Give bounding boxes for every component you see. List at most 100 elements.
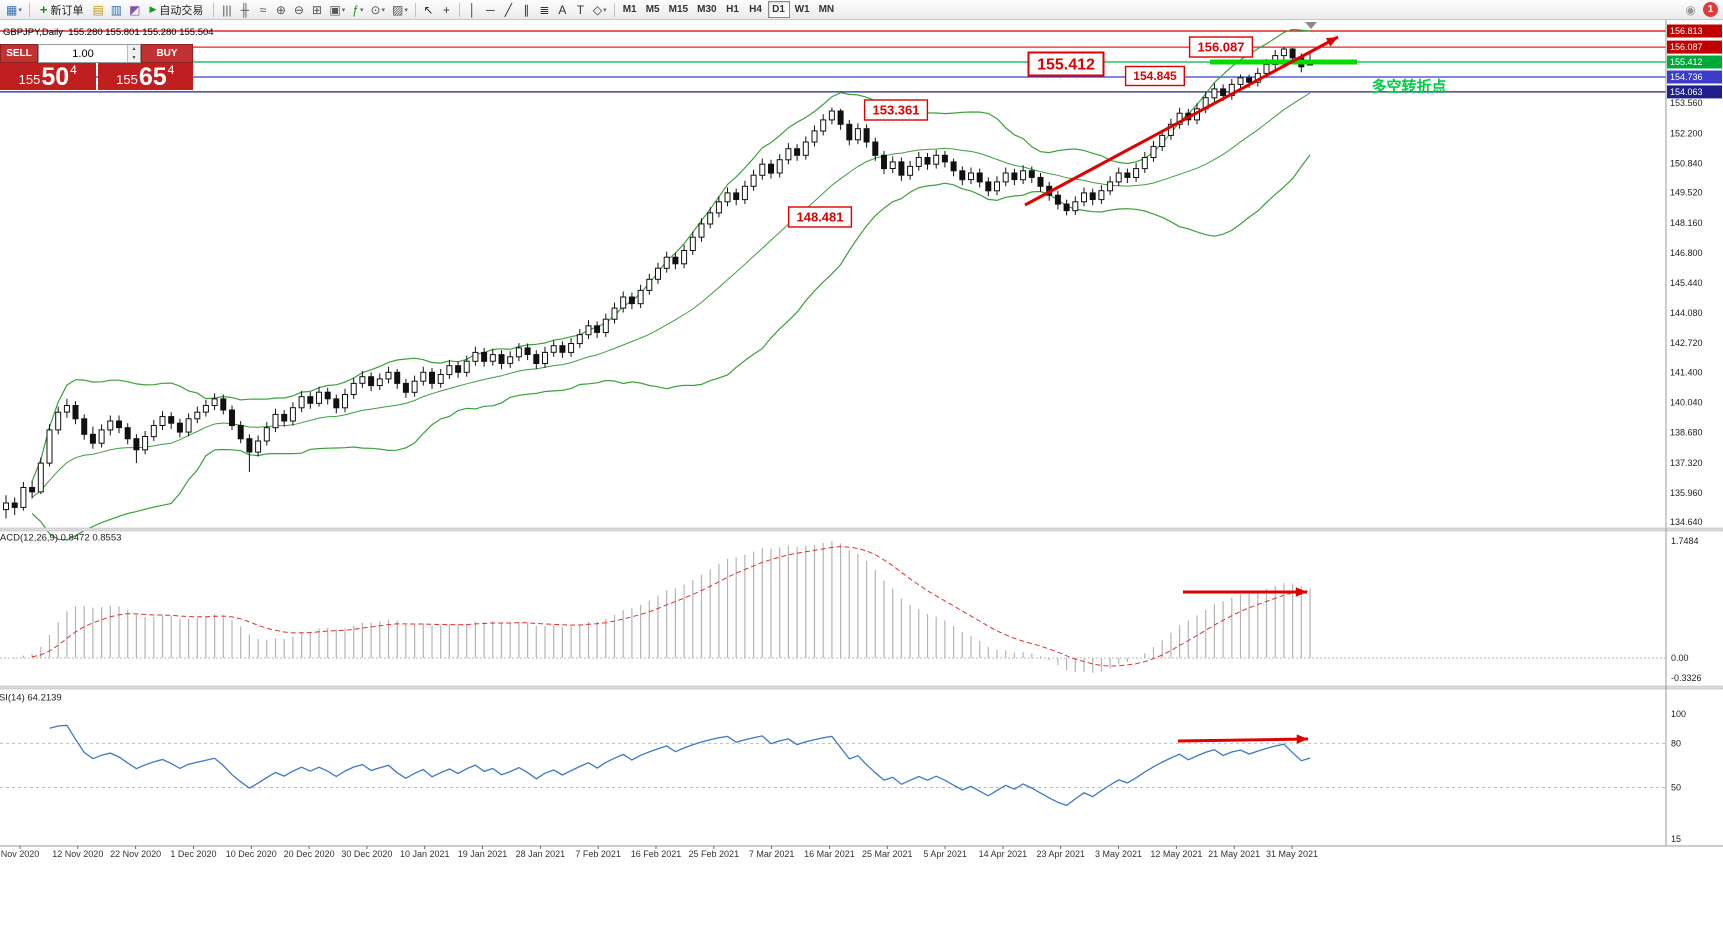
candle bbox=[55, 411, 62, 431]
candle bbox=[1176, 112, 1183, 125]
rsi-scale-label: 50 bbox=[1671, 783, 1681, 793]
vertical-line-icon[interactable]: │ bbox=[468, 2, 477, 17]
templates-icon[interactable]: ▨ ▾ bbox=[392, 2, 408, 17]
candle bbox=[620, 296, 627, 309]
price-label-156087[interactable]: 156.087 bbox=[1198, 40, 1245, 55]
text-label-icon[interactable]: T bbox=[576, 2, 585, 17]
candle bbox=[820, 119, 827, 132]
date-label: 31 May 2021 bbox=[1266, 849, 1318, 859]
buy-button[interactable]: BUY bbox=[141, 44, 193, 63]
fibonacci-icon[interactable]: ≣ bbox=[539, 2, 550, 17]
timeframe-w1[interactable]: W1 bbox=[791, 1, 814, 18]
candle bbox=[89, 433, 96, 444]
autotrading-button[interactable]: ▶ 自动交易 bbox=[143, 1, 209, 19]
shapes-icon[interactable]: ◇ ▾ bbox=[592, 2, 607, 17]
candle bbox=[1063, 203, 1070, 212]
text-icon[interactable]: A bbox=[558, 2, 567, 17]
timeframe-mn[interactable]: MN bbox=[815, 1, 839, 18]
macd-scale-label: 0.00 bbox=[1671, 653, 1689, 663]
charts-icon[interactable]: ▦ ▾ bbox=[6, 2, 22, 17]
candle bbox=[672, 256, 679, 265]
candle bbox=[133, 438, 140, 451]
candle bbox=[1263, 64, 1270, 74]
candle bbox=[837, 110, 844, 125]
indicators-icon[interactable]: ƒ ▾ bbox=[352, 2, 364, 17]
price-label-155412[interactable]: 155.412 bbox=[1037, 57, 1095, 74]
lot-increase-button[interactable]: ▲ bbox=[128, 45, 140, 54]
panel-separator[interactable] bbox=[0, 527, 1723, 532]
price-label-153361[interactable]: 153.361 bbox=[873, 103, 920, 118]
candle bbox=[1280, 48, 1287, 57]
community-icon[interactable]: ◉ bbox=[1685, 2, 1696, 17]
new-order-button[interactable]: + 新订单 bbox=[34, 1, 90, 19]
zoom-out-icon[interactable]: ⊖ bbox=[293, 2, 304, 17]
price-label-155412-box[interactable] bbox=[1027, 51, 1105, 77]
chart-shift-marker[interactable] bbox=[1305, 22, 1317, 29]
notification-badge[interactable]: 1 bbox=[1703, 2, 1718, 17]
sell-price[interactable]: 155 50 4 bbox=[0, 63, 96, 90]
cursor-icon[interactable]: ↖ bbox=[423, 2, 434, 17]
timeframe-h1[interactable]: H1 bbox=[722, 1, 744, 18]
price-label-153361-box[interactable] bbox=[863, 99, 929, 121]
candle bbox=[63, 405, 70, 413]
date-label: 12 Nov 2020 bbox=[52, 849, 103, 859]
price-scale-label: 142.720 bbox=[1670, 338, 1703, 348]
price-label-148481-box[interactable] bbox=[787, 206, 853, 228]
timeframe-m5[interactable]: M5 bbox=[642, 1, 664, 18]
price-label-148481[interactable]: 148.481 bbox=[797, 210, 844, 225]
navigator-icon[interactable]: ◩ bbox=[129, 2, 141, 17]
chart-canvas[interactable]: MACD(12,26,9) 0.8472 0.8553 1.7484 0.00 -0.… bbox=[0, 20, 1723, 945]
market-watch-icon[interactable]: ▤ bbox=[92, 2, 104, 17]
lot-decrease-button[interactable]: ▼ bbox=[128, 53, 140, 62]
timeframe-m1[interactable]: M1 bbox=[619, 1, 641, 18]
trend-arrow-main[interactable] bbox=[1024, 35, 1339, 207]
turning-point-note[interactable]: 多空转折点 bbox=[1371, 77, 1446, 95]
line-chart-icon[interactable]: ≈ bbox=[259, 2, 267, 17]
chart-background[interactable] bbox=[0, 20, 1723, 945]
equidistant-channel-icon[interactable]: ∥ bbox=[523, 2, 530, 17]
toolbar-group-panels: ▤ ▥ ◩ bbox=[89, 1, 143, 19]
price-label-156087-box[interactable] bbox=[1188, 36, 1254, 58]
candle bbox=[1020, 170, 1027, 181]
crosshair-icon[interactable]: + bbox=[442, 2, 450, 17]
periods-icon[interactable]: ⊙ ▾ bbox=[370, 2, 386, 17]
candle bbox=[46, 429, 53, 464]
timeframe-d1[interactable]: D1 bbox=[767, 1, 790, 18]
date-label: 10 Jan 2021 bbox=[400, 849, 450, 859]
sell-button[interactable]: SELL bbox=[0, 44, 38, 63]
price-scale-label: 137.320 bbox=[1670, 458, 1703, 468]
data-window-icon[interactable]: ▥ bbox=[110, 2, 123, 17]
candle bbox=[889, 161, 896, 169]
horizontal-line-icon[interactable]: ─ bbox=[486, 2, 495, 17]
timeframe-m15[interactable]: M15 bbox=[665, 1, 692, 18]
arrange-windows-icon[interactable]: ▣ ▾ bbox=[329, 2, 346, 17]
candle bbox=[116, 420, 122, 429]
buy-price-prefix: 155 bbox=[116, 72, 138, 88]
candle bbox=[802, 141, 809, 156]
candle bbox=[150, 425, 157, 438]
candle bbox=[437, 374, 444, 384]
candle bbox=[915, 157, 922, 167]
candlestick-chart-icon[interactable]: ╫ bbox=[240, 2, 250, 17]
price-scale-label: 135.960 bbox=[1670, 488, 1703, 498]
lot-size-value[interactable]: 1.00 bbox=[72, 47, 94, 60]
price-scale-label: 146.800 bbox=[1670, 248, 1703, 258]
tile-windows-icon[interactable]: ⊞ bbox=[311, 2, 322, 17]
candle bbox=[637, 289, 644, 305]
bar-chart-icon[interactable]: ||| bbox=[222, 2, 232, 17]
candle bbox=[611, 307, 618, 320]
candle bbox=[489, 354, 496, 362]
buy-price[interactable]: 155 65 4 bbox=[97, 63, 193, 90]
zoom-in-icon[interactable]: ⊕ bbox=[275, 2, 286, 17]
panel-separator[interactable] bbox=[0, 685, 1723, 690]
price-label-154845-box[interactable] bbox=[1124, 65, 1185, 87]
trend-arrow-rsi[interactable] bbox=[1177, 737, 1309, 743]
candle bbox=[576, 334, 583, 345]
trendline-icon[interactable]: ╱ bbox=[504, 2, 513, 17]
timeframe-h4[interactable]: H4 bbox=[745, 1, 767, 18]
lot-size-field[interactable]: 1.00 ▲ ▼ bbox=[38, 44, 141, 63]
toolbar-separator bbox=[613, 2, 615, 17]
price-label-154845[interactable]: 154.845 bbox=[1133, 69, 1177, 83]
price-scale-label: 145.440 bbox=[1670, 278, 1703, 288]
timeframe-m30[interactable]: M30 bbox=[693, 1, 720, 18]
